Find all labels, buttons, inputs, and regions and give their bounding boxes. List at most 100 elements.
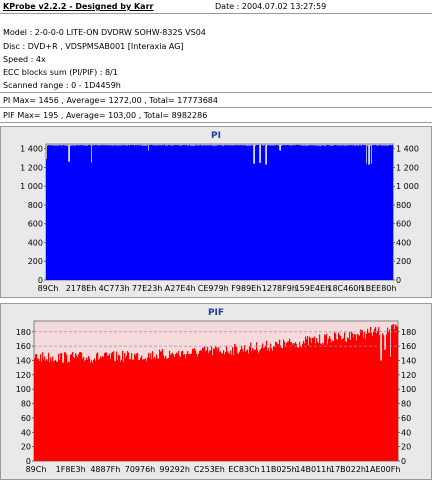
data-bar xyxy=(375,144,377,280)
data-bar xyxy=(239,351,241,461)
data-bar xyxy=(290,342,292,461)
data-bar xyxy=(196,353,198,461)
data-bar xyxy=(103,357,105,461)
data-bar xyxy=(327,344,329,461)
data-bar xyxy=(57,361,59,461)
y-tick-label-right: 40 xyxy=(401,428,411,437)
data-bar xyxy=(307,336,309,461)
data-bar xyxy=(247,145,249,280)
data-bar xyxy=(343,145,345,280)
data-bar xyxy=(40,354,42,461)
data-bar xyxy=(361,330,363,461)
y-tick-label-left: 0 xyxy=(26,457,31,466)
data-bar xyxy=(157,145,159,280)
data-bar xyxy=(240,145,242,280)
scan-date: Date : 2004.07.02 13:27:59 xyxy=(215,2,327,11)
data-bar xyxy=(219,351,221,461)
y-tick-label-right: 1 200 xyxy=(396,163,419,172)
data-bar xyxy=(154,145,156,280)
data-bar xyxy=(301,347,303,461)
data-bar xyxy=(250,342,252,461)
data-bar xyxy=(45,360,47,461)
data-bar xyxy=(339,145,341,280)
data-bar xyxy=(248,145,250,280)
data-bar xyxy=(241,145,243,280)
data-bar xyxy=(345,145,347,280)
data-bar xyxy=(56,145,58,280)
data-bar xyxy=(58,353,60,461)
data-bar xyxy=(199,145,201,280)
data-bar xyxy=(368,164,370,280)
data-bar xyxy=(237,353,239,461)
data-bar xyxy=(92,362,94,461)
data-bar xyxy=(311,342,313,461)
data-bar xyxy=(210,350,212,461)
data-bar xyxy=(288,145,290,280)
data-bar xyxy=(193,145,195,280)
data-bar xyxy=(304,145,306,280)
data-bar xyxy=(113,351,115,461)
y-tick-label-right: 140 xyxy=(401,356,416,365)
data-bar xyxy=(365,339,367,461)
data-bar xyxy=(362,330,364,461)
data-bar xyxy=(278,145,280,280)
data-bar xyxy=(260,349,262,461)
data-bar xyxy=(218,347,220,461)
data-bar xyxy=(347,145,349,280)
data-bar xyxy=(106,145,108,280)
data-bar xyxy=(47,360,49,461)
x-tick-label: 99292h xyxy=(159,465,190,474)
data-bar xyxy=(334,332,336,461)
data-bar xyxy=(238,353,240,461)
data-bar xyxy=(318,343,320,461)
divider xyxy=(0,107,432,108)
data-bar xyxy=(302,145,304,280)
x-tick-label: 14B011h xyxy=(295,465,331,474)
data-bar xyxy=(274,145,276,280)
data-bar xyxy=(176,352,178,461)
data-bar xyxy=(172,352,174,461)
data-bar xyxy=(320,343,322,461)
data-bar xyxy=(118,354,120,461)
data-bar xyxy=(176,145,178,280)
data-bar xyxy=(37,358,39,461)
data-bar xyxy=(64,145,66,280)
data-bar xyxy=(305,145,307,280)
data-bar xyxy=(105,352,107,461)
x-tick-label: 17B022h xyxy=(330,465,366,474)
data-bar xyxy=(119,145,121,280)
data-bar xyxy=(74,145,76,280)
data-bar xyxy=(120,361,122,461)
data-bar xyxy=(365,145,367,280)
data-bar xyxy=(341,145,343,280)
data-bar xyxy=(177,353,179,461)
data-bar xyxy=(107,355,109,461)
data-bar xyxy=(137,353,139,461)
data-bar xyxy=(377,145,379,280)
data-bar xyxy=(245,145,247,280)
data-bar xyxy=(142,359,144,461)
data-bar xyxy=(375,326,377,461)
data-bar xyxy=(250,145,252,280)
data-bar xyxy=(268,347,270,461)
data-bar xyxy=(180,356,182,461)
data-bar xyxy=(231,145,233,280)
data-bar xyxy=(129,359,131,461)
data-bar xyxy=(239,145,241,280)
data-bar xyxy=(251,350,253,461)
y-tick-label-left: 120 xyxy=(16,371,31,380)
data-bar xyxy=(370,145,372,280)
y-tick-label-right: 600 xyxy=(396,220,411,229)
data-bar xyxy=(341,340,343,461)
data-bar xyxy=(259,162,261,280)
data-bar xyxy=(388,145,390,280)
data-bar xyxy=(245,352,247,461)
divider xyxy=(0,122,432,123)
data-bar xyxy=(263,145,265,280)
data-bar xyxy=(234,145,236,280)
data-bar xyxy=(135,355,137,461)
data-bar xyxy=(193,349,195,461)
data-bar xyxy=(394,329,396,461)
data-bar xyxy=(174,356,176,461)
data-bar xyxy=(169,350,171,461)
